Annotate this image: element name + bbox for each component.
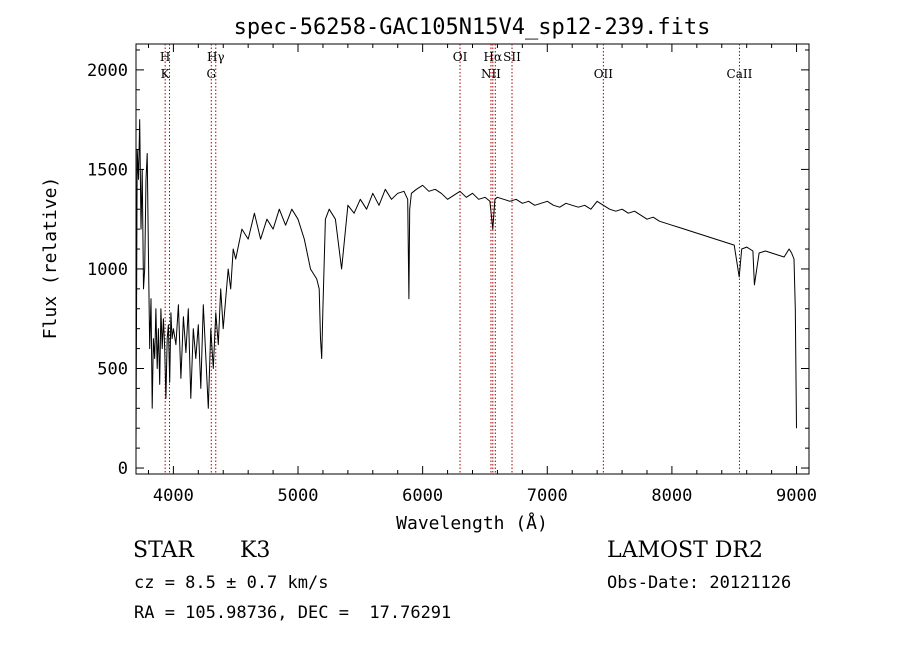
x-tick-label: 6000 [402,486,443,506]
y-tick-label: 2000 [87,61,128,81]
y-axis-label: Flux (relative) [40,177,61,340]
spectral-line-label: K [161,67,171,81]
spectral-line-label: OI [453,50,468,64]
spectral-line-label: H [160,50,170,64]
observation-date: Obs-Date: 20121126 [607,573,792,593]
y-tick-label: 500 [97,359,128,379]
x-axis-label: Wavelength (Å) [396,512,548,534]
coordinates: RA = 105.98736, DEC = 17.76291 [134,603,452,623]
plot-frame [135,43,810,475]
chart-title: spec-56258-GAC105N15V4_sp12-239.fits [234,15,711,40]
spectral-line-label: NII [481,67,501,81]
redshift-cz: cz = 8.5 ± 0.7 km/s [134,573,329,593]
y-tick-label: 0 [118,459,128,479]
y-tick-label: 1000 [87,260,128,280]
object-subclass: K3 [240,538,271,563]
spectral-line-label: SII [503,50,521,64]
spectral-line-label: Hγ [207,50,225,64]
x-tick-label: 8000 [651,486,692,506]
x-tick-label: 5000 [278,486,319,506]
spectral-line-label: Hα [484,50,503,64]
spectral-line-label: G [206,67,216,81]
x-tick-label: 7000 [527,486,568,506]
x-tick-label: 9000 [776,486,817,506]
spectrum-series-line [135,119,797,449]
object-class: STAR [133,538,194,563]
survey-label: LAMOST DR2 [607,538,763,563]
spectral-line-label: OII [594,67,614,81]
spectral-line-label: CaII [727,67,753,81]
y-tick-label: 1500 [87,160,128,180]
x-tick-label: 4000 [153,486,194,506]
